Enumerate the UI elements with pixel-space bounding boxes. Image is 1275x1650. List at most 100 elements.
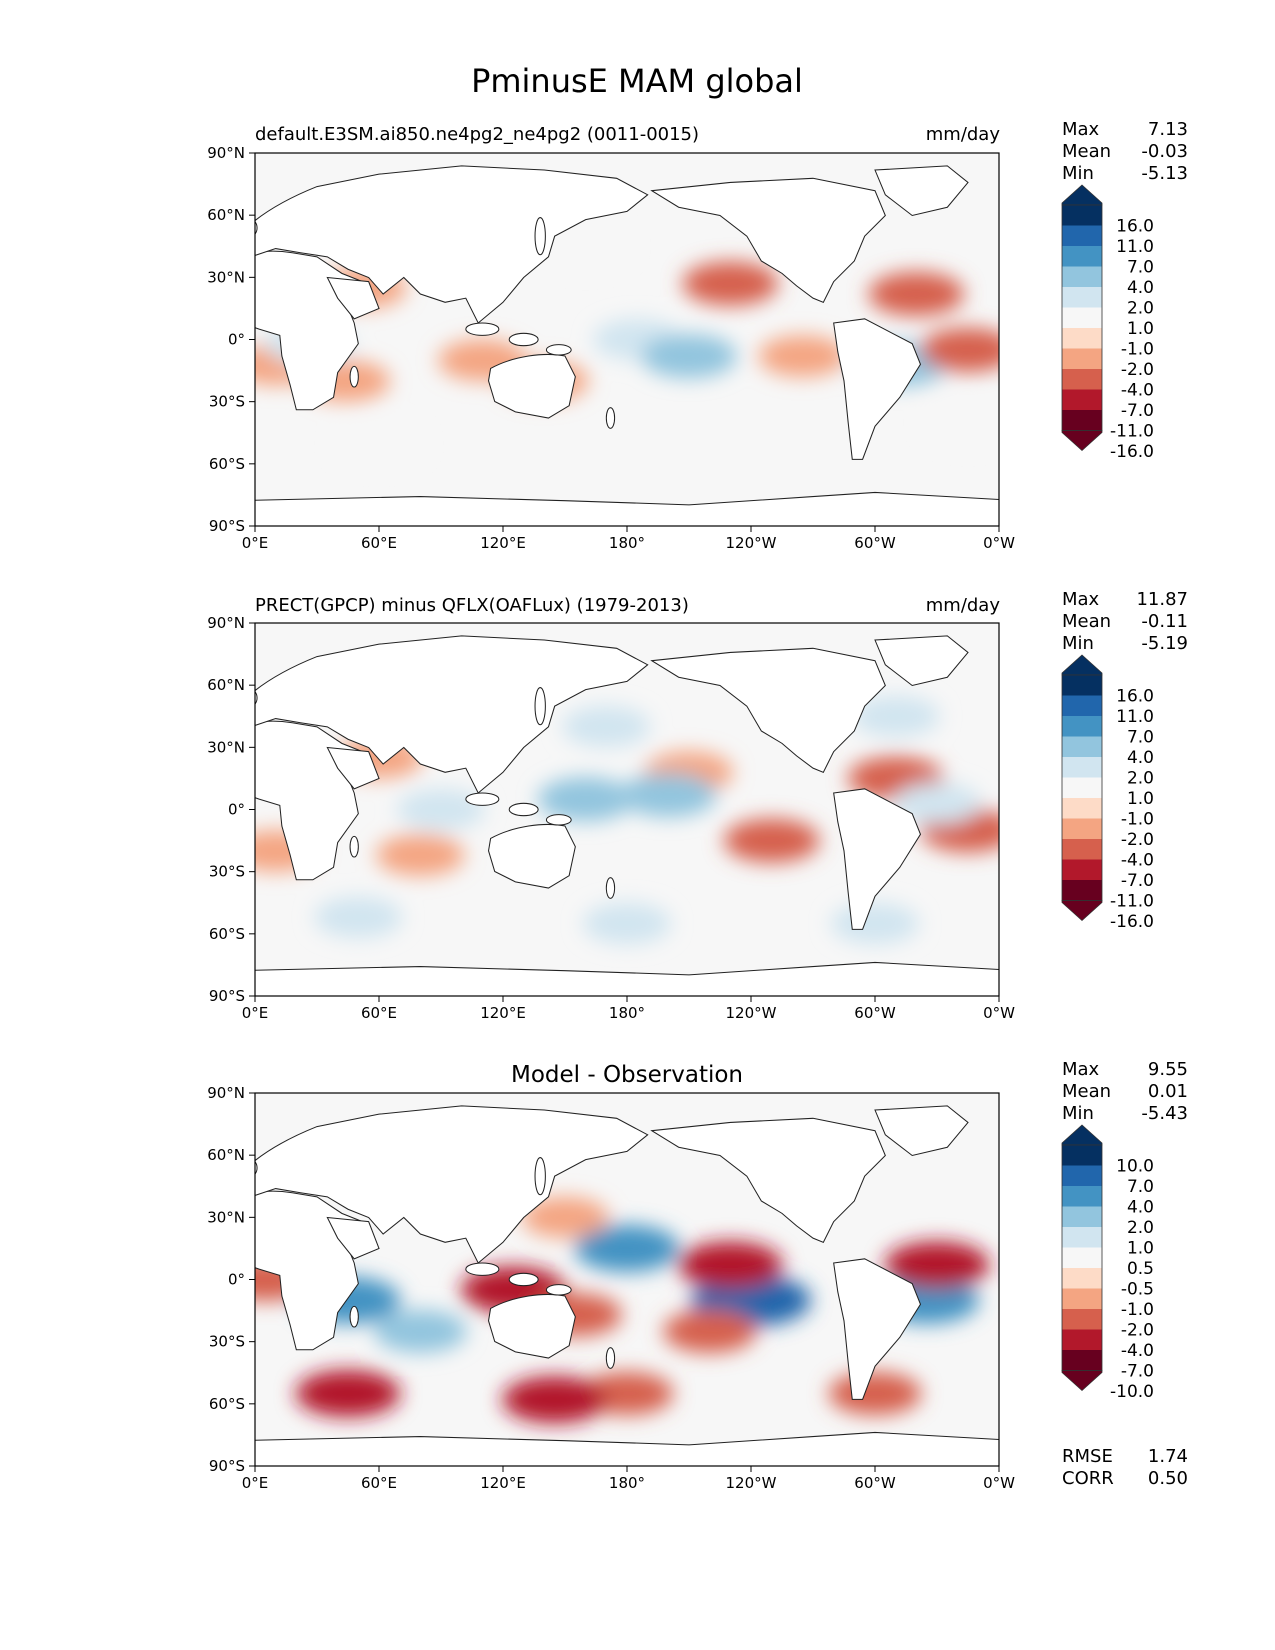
- colorbar-tick-label: 4.0: [1127, 1198, 1154, 1218]
- y-tick-label: 60°N: [207, 206, 245, 224]
- stat-min-value: -5.13: [1141, 163, 1188, 184]
- colorbar-tick-label: -7.0: [1121, 401, 1154, 421]
- field-anomaly: [892, 782, 982, 825]
- x-tick-label: 60°E: [361, 1004, 397, 1022]
- field-anomaly: [758, 335, 847, 377]
- field-anomaly: [336, 422, 422, 464]
- colorbar-segment: [1062, 328, 1102, 349]
- colorbar-segment: [1062, 266, 1102, 287]
- field-anomaly: [884, 1241, 990, 1289]
- colorbar-tick-label: 16.0: [1116, 687, 1154, 707]
- field-anomaly: [502, 1376, 608, 1424]
- x-tick-label: 120°W: [726, 1474, 777, 1492]
- y-tick-label: 90°S: [209, 517, 245, 535]
- stat-mean-label: Mean: [1062, 611, 1111, 632]
- colorbar-tick-label: 4.0: [1127, 278, 1154, 298]
- colorbar-tick-label: -1.0: [1121, 810, 1154, 830]
- colorbar-tick-label: 1.0: [1127, 789, 1154, 809]
- stat-max-value: 11.87: [1136, 589, 1188, 610]
- colorbar-tick-label: 1.0: [1127, 1239, 1154, 1259]
- rmse-value: 1.74: [1148, 1446, 1188, 1467]
- stat-max-value: 7.13: [1148, 119, 1188, 140]
- y-tick-label: 30°N: [207, 738, 245, 756]
- colorbar-tick-label: -1.0: [1121, 340, 1154, 360]
- map-area: [255, 1093, 999, 1466]
- colorbar-tick-label: -2.0: [1121, 1321, 1154, 1341]
- colorbar-tick-label: -0.5: [1121, 1280, 1154, 1300]
- colorbar-segment: [1062, 859, 1102, 880]
- colorbar-segment: [1062, 1268, 1102, 1289]
- colorbar-tick-label: -16.0: [1110, 912, 1154, 932]
- colorbar: 16.011.07.04.02.01.0-1.0-2.0-4.0-7.0-11.…: [1061, 654, 1154, 932]
- field-anomaly: [537, 777, 634, 822]
- y-tick-label: 0°: [228, 801, 245, 819]
- x-tick-label: 0°E: [242, 1474, 269, 1492]
- colorbar-segment: [1062, 410, 1102, 431]
- x-tick-label: 180°: [609, 1474, 645, 1492]
- colorbar-segment: [1062, 880, 1102, 901]
- colorbar-tick-label: -2.0: [1121, 830, 1154, 850]
- y-tick-label: 90°S: [209, 1457, 245, 1475]
- panel-difference: Model - Observation 0°E 60°E 120°E 180° 120°…: [207, 1059, 1188, 1492]
- colorbar-tick-label: 0.5: [1127, 1259, 1154, 1279]
- colorbar-segment: [1062, 1227, 1102, 1248]
- colorbar-tick-label: -4.0: [1121, 381, 1154, 401]
- colorbar-tick-label: 2.0: [1127, 769, 1154, 789]
- stat-mean-value: -0.11: [1141, 611, 1188, 632]
- colorbar-tick-label: 7.0: [1127, 728, 1154, 748]
- field-anomaly: [521, 1196, 609, 1238]
- colorbar-extend-top: [1061, 184, 1103, 206]
- stat-max-label: Max: [1062, 119, 1100, 140]
- colorbar-tick-label: 11.0: [1116, 707, 1154, 727]
- field-anomaly: [314, 896, 403, 939]
- colorbar-tick-label: 2.0: [1127, 299, 1154, 319]
- x-tick-label: 120°W: [726, 534, 777, 552]
- field-anomaly: [868, 271, 965, 316]
- colorbar-tick-label: -11.0: [1110, 892, 1154, 912]
- field-anomaly: [828, 1371, 922, 1415]
- colorbar-tick-label: 1.0: [1127, 319, 1154, 339]
- field-anomaly: [925, 402, 999, 443]
- field-anomaly: [920, 327, 999, 372]
- panel-title: PRECT(GPCP) minus QFLX(OAFLux) (1979-201…: [255, 595, 689, 616]
- stat-mean-label: Mean: [1062, 1081, 1111, 1102]
- stat-max-value: 9.55: [1148, 1059, 1188, 1080]
- stat-min-label: Min: [1062, 163, 1094, 184]
- colorbar-tick-label: -4.0: [1121, 851, 1154, 871]
- panel-units: mm/day: [926, 124, 1001, 145]
- colorbar-segment: [1062, 798, 1102, 819]
- colorbar-tick-label: -4.0: [1121, 1341, 1154, 1361]
- y-tick-label: 0°: [228, 331, 245, 349]
- colorbar-segment: [1062, 818, 1102, 839]
- colorbar-segment: [1062, 246, 1102, 267]
- colorbar: 16.011.07.04.02.01.0-1.0-2.0-4.0-7.0-11.…: [1061, 184, 1154, 462]
- x-tick-label: 0°W: [983, 534, 1015, 552]
- field-anomaly: [723, 818, 820, 863]
- y-tick-label: 90°S: [209, 987, 245, 1005]
- field-anomaly: [582, 902, 672, 945]
- x-tick-label: 0°W: [983, 1474, 1015, 1492]
- colorbar-extend-top: [1061, 1124, 1103, 1146]
- colorbar-tick-label: -1.0: [1121, 1300, 1154, 1320]
- map-area: [255, 623, 999, 996]
- x-tick-label: 0°E: [242, 1004, 269, 1022]
- x-tick-label: 120°E: [480, 1004, 526, 1022]
- field-anomaly: [543, 226, 629, 267]
- rmse-label: RMSE: [1062, 1446, 1113, 1467]
- colorbar-tick-label: -7.0: [1121, 1362, 1154, 1382]
- colorbar-tick-label: 7.0: [1127, 1177, 1154, 1197]
- colorbar-segment: [1062, 1145, 1102, 1166]
- stat-mean-value: 0.01: [1148, 1081, 1188, 1102]
- panel-observation: PRECT(GPCP) minus QFLX(OAFLux) (1979-201…: [207, 589, 1188, 1022]
- field-anomaly: [396, 788, 486, 831]
- field-anomaly: [830, 902, 920, 945]
- stats-block: Max 9.55 Mean 0.01 Min -5.43: [1062, 1059, 1188, 1124]
- panel-model: default.E3SM.ai850.ne4pg2_ne4pg2 (0011-0…: [207, 119, 1188, 552]
- colorbar-tick-label: -2.0: [1121, 360, 1154, 380]
- stats-block: Max 7.13 Mean -0.03 Min -5.13: [1062, 119, 1188, 184]
- colorbar-tick-label: -7.0: [1121, 871, 1154, 891]
- colorbar-segment: [1062, 757, 1102, 778]
- colorbar-extend-bottom: [1061, 900, 1103, 922]
- y-tick-label: 60°S: [209, 1395, 245, 1413]
- map-area: [255, 153, 999, 526]
